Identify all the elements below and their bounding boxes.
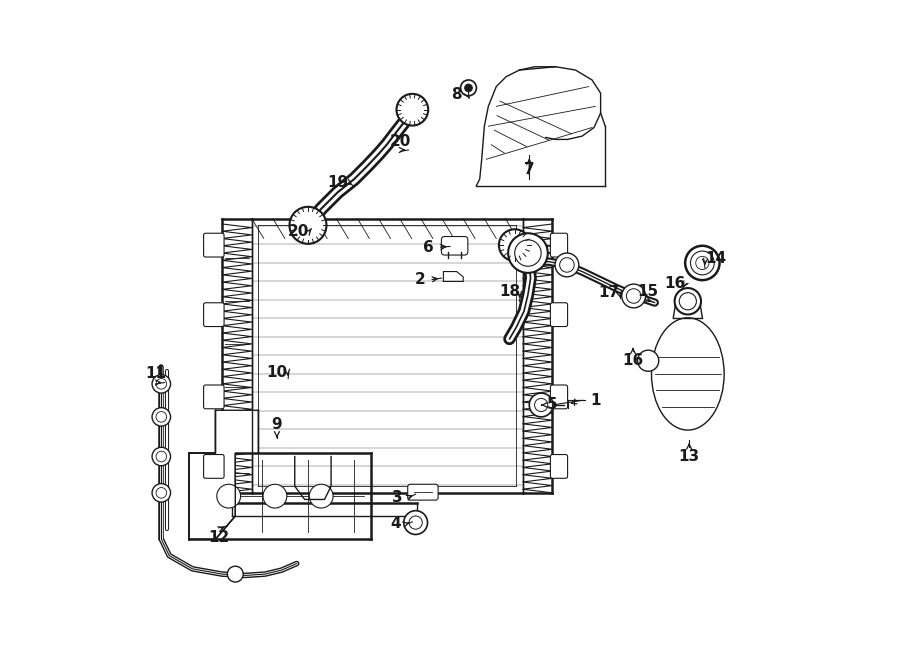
- Ellipse shape: [652, 318, 725, 430]
- Text: 13: 13: [679, 449, 699, 464]
- Text: 19: 19: [327, 175, 348, 190]
- Text: 4: 4: [390, 516, 400, 532]
- Text: 8: 8: [451, 87, 462, 102]
- FancyBboxPatch shape: [551, 455, 568, 479]
- Text: 20: 20: [390, 134, 411, 149]
- Text: 16: 16: [623, 354, 644, 368]
- Text: 12: 12: [208, 530, 230, 545]
- Text: 20: 20: [287, 224, 309, 240]
- FancyBboxPatch shape: [441, 236, 468, 255]
- FancyBboxPatch shape: [203, 233, 224, 257]
- Text: 7: 7: [524, 162, 535, 177]
- FancyBboxPatch shape: [408, 485, 438, 500]
- FancyBboxPatch shape: [203, 385, 224, 409]
- Circle shape: [622, 284, 645, 308]
- Text: 11: 11: [146, 367, 166, 381]
- Circle shape: [508, 233, 548, 273]
- Circle shape: [290, 207, 327, 244]
- Circle shape: [464, 84, 473, 92]
- FancyBboxPatch shape: [551, 303, 568, 326]
- Text: 18: 18: [499, 284, 520, 299]
- Text: 16: 16: [664, 276, 685, 291]
- Text: 5: 5: [547, 397, 558, 412]
- Circle shape: [152, 448, 171, 466]
- Text: 10: 10: [266, 365, 287, 380]
- Text: 17: 17: [598, 285, 619, 300]
- Circle shape: [637, 350, 659, 371]
- Text: 2: 2: [415, 272, 426, 287]
- Circle shape: [397, 94, 428, 126]
- Circle shape: [499, 229, 531, 261]
- Circle shape: [228, 566, 243, 582]
- Circle shape: [404, 510, 428, 534]
- Circle shape: [263, 485, 287, 508]
- Text: 6: 6: [424, 240, 434, 255]
- FancyBboxPatch shape: [551, 385, 568, 409]
- Text: 14: 14: [705, 251, 726, 266]
- Text: 3: 3: [392, 490, 402, 505]
- FancyBboxPatch shape: [203, 455, 224, 479]
- Circle shape: [461, 80, 476, 96]
- Text: 15: 15: [637, 284, 659, 299]
- Circle shape: [152, 484, 171, 502]
- Circle shape: [152, 375, 171, 393]
- Circle shape: [675, 288, 701, 314]
- Text: 1: 1: [590, 393, 600, 408]
- Circle shape: [152, 408, 171, 426]
- FancyBboxPatch shape: [551, 233, 568, 257]
- Text: 9: 9: [272, 417, 283, 432]
- Circle shape: [310, 485, 333, 508]
- Polygon shape: [189, 410, 258, 539]
- Circle shape: [529, 393, 554, 417]
- FancyBboxPatch shape: [203, 303, 224, 326]
- Circle shape: [555, 253, 579, 277]
- Circle shape: [685, 246, 719, 280]
- Circle shape: [217, 485, 240, 508]
